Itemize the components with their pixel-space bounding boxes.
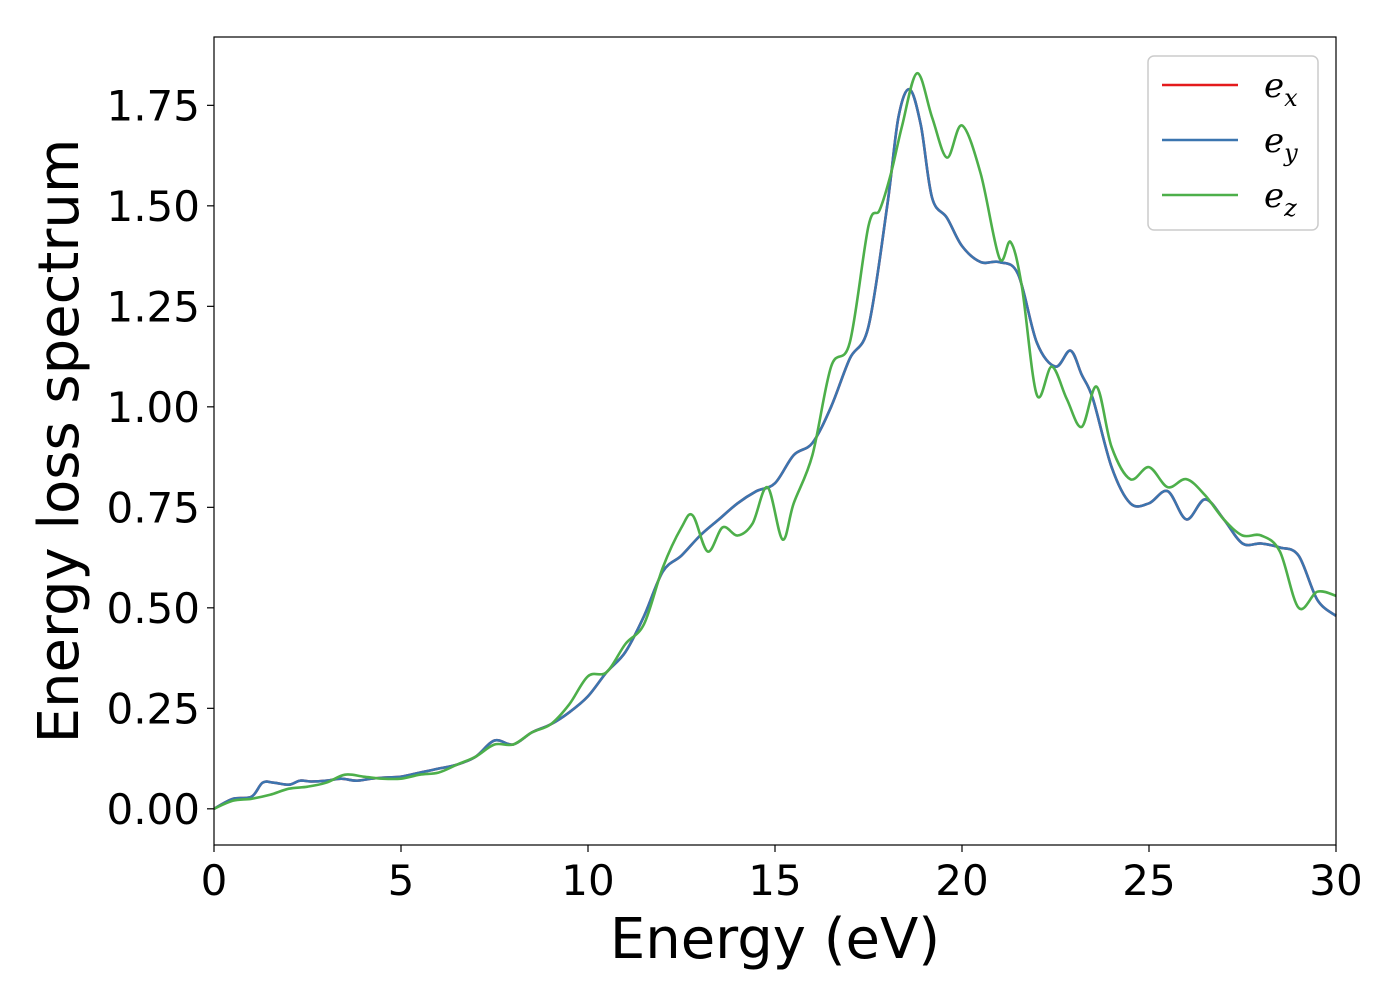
x-tick-label: 0 [201, 856, 228, 905]
x-tick-label: 15 [748, 856, 801, 905]
y-tick-label: 1.75 [106, 81, 200, 130]
x-axis-label: Energy (eV) [610, 907, 940, 972]
y-axis-label: Energy loss spectrum [27, 139, 92, 744]
y-tick-label: 0.50 [106, 584, 200, 633]
y-tick-label: 1.25 [106, 282, 200, 331]
series-layer [213, 71, 1337, 810]
y-tick-label: 1.00 [106, 383, 200, 432]
legend-label-e-z: ez [1264, 176, 1297, 222]
y-tick-label: 0.00 [106, 785, 200, 834]
x-tick-label: 10 [561, 856, 614, 905]
legend-frame [1147, 55, 1319, 231]
y-tick-label: 0.75 [106, 483, 200, 532]
x-tick-label: 25 [1122, 856, 1175, 905]
legend-label-e-y: ey [1264, 121, 1298, 167]
axes-layer: 0 5 10 15 20 25 30 0.00 0.25 0.50 0.75 1.00 1.25 1.50… [106, 81, 1362, 905]
plot-frame [213, 36, 1337, 846]
y-tick-label: 1.50 [106, 182, 200, 231]
x-tick-label: 5 [388, 856, 415, 905]
legend: ex ey ez [1147, 55, 1319, 231]
legend-label-e-x: ex [1264, 66, 1298, 112]
x-tick-label: 20 [935, 856, 988, 905]
series-line-e-z [213, 71, 1337, 810]
x-tick-label: 30 [1309, 856, 1362, 905]
y-tick-label: 0.25 [106, 684, 200, 733]
